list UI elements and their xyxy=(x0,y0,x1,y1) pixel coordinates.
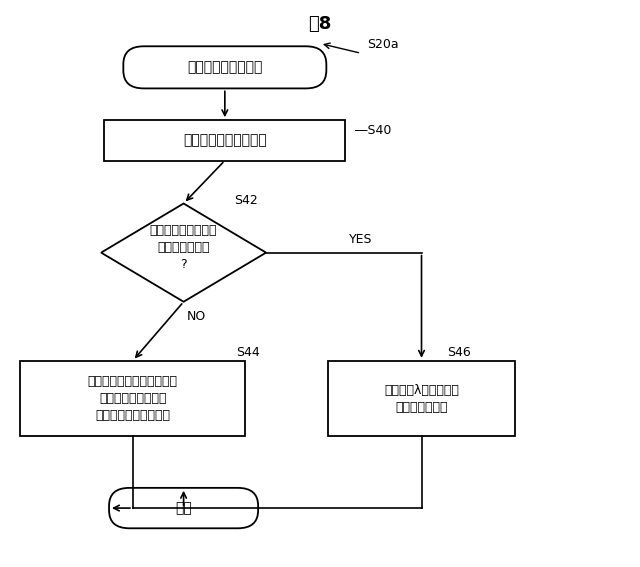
Text: YES: YES xyxy=(349,233,372,246)
Text: 確定ラベル決定処理: 確定ラベル決定処理 xyxy=(187,60,262,74)
Text: 終了: 終了 xyxy=(175,501,192,515)
Text: NO: NO xyxy=(187,310,206,323)
Text: 候補総合コスト値の
差が所定値以下
?: 候補総合コスト値の 差が所定値以下 ? xyxy=(150,223,218,270)
Bar xyxy=(328,361,515,437)
Text: S42: S42 xyxy=(234,194,258,207)
Bar xyxy=(20,361,246,437)
Text: S46: S46 xyxy=(447,346,470,359)
FancyBboxPatch shape xyxy=(124,46,326,88)
Text: 最小の候補総合コスト値を
有する候補ラベルを
確定ラベルとして決定: 最小の候補総合コスト値を 有する候補ラベルを 確定ラベルとして決定 xyxy=(88,375,178,422)
Text: 図8: 図8 xyxy=(308,15,332,33)
Text: S20a: S20a xyxy=(367,39,399,52)
Text: ―S40: ―S40 xyxy=(355,124,391,137)
Polygon shape xyxy=(101,204,266,302)
Text: S44: S44 xyxy=(236,346,260,359)
Bar xyxy=(104,120,346,160)
FancyBboxPatch shape xyxy=(109,488,258,528)
Text: 候補総合コスト値比較: 候補総合コスト値比較 xyxy=(183,133,267,147)
Text: 重み係数λに基づいて
確定ラベル決定: 重み係数λに基づいて 確定ラベル決定 xyxy=(384,384,459,413)
